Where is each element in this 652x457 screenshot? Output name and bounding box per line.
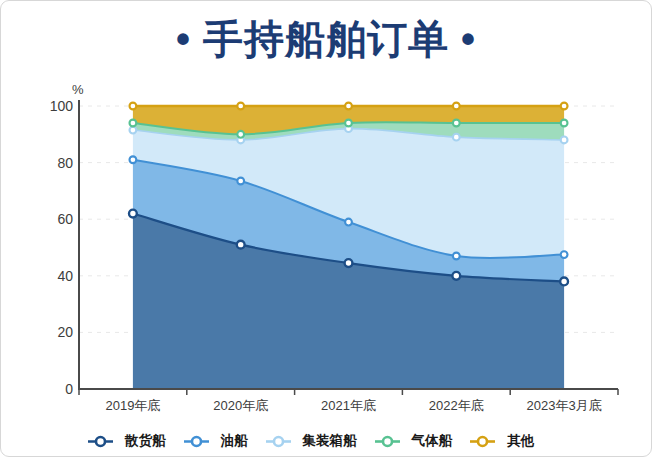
y-axis-labels: 0 20 40 60 80 100	[50, 98, 74, 397]
legend-item-3: 气体船	[375, 432, 453, 450]
y-tick-label: 100	[50, 98, 74, 114]
x-tick-label: 2022年底	[429, 398, 484, 413]
marker-4-1	[237, 103, 244, 110]
marker-3-0	[130, 120, 137, 127]
legend-marker-icon	[375, 434, 400, 449]
marker-0-0	[129, 210, 137, 218]
marker-0-3	[452, 272, 460, 280]
legend-item-2: 集装箱船	[266, 432, 357, 450]
legend-item-1: 油船	[184, 432, 248, 450]
chart-card: • 手持船舶订单 • % 0204060801002019年底2020年底202…	[0, 0, 652, 457]
marker-0-1	[237, 241, 245, 249]
x-tick-label: 2019年底	[105, 398, 160, 413]
stacked-area-chart: 0 20 40 60 80 100 2019年底 2020年底 2021年底 2022年底 2023…	[1, 1, 652, 457]
marker-3-4	[561, 120, 568, 127]
marker-0-2	[345, 259, 353, 267]
marker-2-0	[130, 127, 137, 134]
marker-4-0	[130, 103, 137, 110]
y-tick-label: 0	[65, 381, 73, 397]
legend-item-0: 散货船	[88, 432, 166, 450]
marker-1-1	[237, 178, 244, 185]
marker-1-4	[561, 251, 568, 258]
marker-1-0	[130, 156, 137, 163]
x-tick-label: 2020年底	[213, 398, 268, 413]
legend-label: 油船	[221, 432, 248, 450]
marker-1-3	[453, 253, 460, 260]
legend-item-4: 其他	[470, 432, 534, 450]
legend-marker-icon	[470, 434, 495, 449]
marker-4-3	[453, 103, 460, 110]
x-tick-label: 2023年3月底	[527, 398, 602, 413]
chart-legend: 散货船 油船 集装箱船 气体船 其他	[0, 432, 636, 450]
marker-4-2	[345, 103, 352, 110]
y-tick-label: 20	[57, 324, 73, 340]
legend-label: 集装箱船	[303, 432, 357, 450]
legend-marker-icon	[88, 434, 113, 449]
legend-label: 其他	[507, 432, 534, 450]
marker-3-2	[345, 120, 352, 127]
marker-3-3	[453, 120, 460, 127]
area-series	[133, 106, 564, 389]
marker-4-4	[561, 103, 568, 110]
y-tick-label: 80	[57, 155, 73, 171]
x-tick-label: 2021年底	[321, 398, 376, 413]
marker-2-3	[453, 134, 460, 141]
legend-label: 气体船	[412, 432, 453, 450]
marker-0-4	[560, 278, 568, 286]
marker-2-4	[561, 137, 568, 144]
y-tick-label: 40	[57, 268, 73, 284]
legend-label: 散货船	[125, 432, 166, 450]
x-axis-labels: 2019年底 2020年底 2021年底 2022年底 2023年3月底	[105, 398, 601, 413]
y-tick-label: 60	[57, 211, 73, 227]
legend-marker-icon	[266, 434, 291, 449]
legend-marker-icon	[184, 434, 209, 449]
marker-3-1	[237, 131, 244, 138]
marker-1-2	[345, 219, 352, 226]
